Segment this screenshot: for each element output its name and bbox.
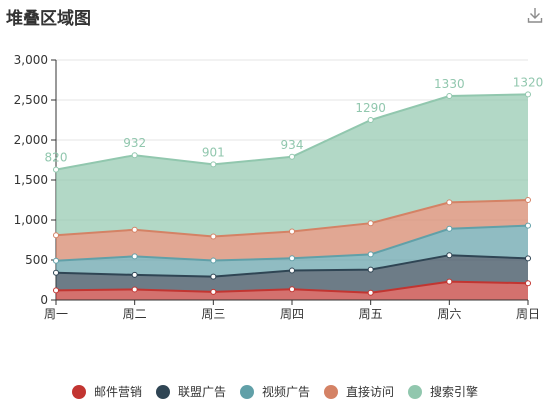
area-4	[56, 94, 528, 237]
data-point	[210, 288, 217, 295]
data-point	[131, 271, 138, 278]
legend-marker	[408, 384, 423, 399]
data-point	[210, 233, 217, 240]
data-point	[289, 255, 295, 262]
data-label: 820	[45, 151, 68, 165]
data-label: 1290	[355, 101, 386, 115]
legend-item[interactable]: 直接访问	[324, 383, 394, 400]
data-point	[367, 220, 374, 227]
legend-label: 联盟广告	[177, 385, 226, 399]
data-point	[446, 252, 453, 259]
y-tick-label: 0	[40, 293, 48, 307]
data-point	[210, 161, 217, 168]
download-icon[interactable]	[526, 6, 544, 24]
data-point	[525, 91, 531, 98]
x-tick-label: 周二	[123, 307, 147, 321]
data-point	[53, 166, 59, 173]
data-point	[446, 199, 453, 206]
x-tick-label: 周三	[201, 307, 225, 321]
data-point	[367, 251, 374, 258]
legend-item[interactable]: 视频广告	[239, 383, 310, 400]
data-point	[525, 197, 531, 203]
data-label: 1330	[434, 77, 465, 91]
data-point	[525, 222, 531, 229]
area-3	[56, 200, 528, 261]
data-point	[131, 253, 138, 260]
y-tick-label: 1,000	[14, 213, 48, 227]
data-point	[446, 278, 453, 285]
data-point	[53, 257, 59, 264]
chart-title: 堆叠区域图	[6, 9, 91, 29]
data-point	[131, 152, 138, 159]
legend-label: 直接访问	[346, 385, 395, 399]
legend-marker	[324, 384, 338, 399]
legend: 邮件营销 联盟广告 视频广告 直接访问 搜索引擎	[0, 383, 550, 400]
legend-marker	[155, 384, 170, 399]
y-tick-label: 1,500	[14, 173, 48, 187]
y-tick-label: 2,500	[14, 93, 48, 107]
data-point	[446, 93, 453, 99]
legend-item[interactable]: 邮件营销	[71, 383, 142, 400]
legend-marker	[239, 384, 254, 399]
area-2	[56, 225, 528, 277]
data-point	[289, 153, 295, 160]
data-point	[289, 228, 295, 235]
x-tick-label: 周六	[437, 307, 461, 321]
data-point	[525, 255, 531, 262]
data-point	[289, 286, 295, 293]
stacked-area-chart: 0 500 1,000 1,500 2,000 2,500 3,000 820 932 901 93…	[14, 53, 544, 321]
data-point	[210, 273, 217, 280]
x-tick-label: 周日	[516, 307, 540, 321]
data-point	[131, 286, 138, 293]
data-point	[210, 257, 217, 264]
data-point	[53, 269, 59, 276]
data-label: 901	[202, 145, 225, 159]
legend-label: 邮件营销	[93, 385, 142, 399]
area-1	[56, 255, 528, 293]
data-point	[53, 287, 59, 294]
legend-item[interactable]: 搜索引擎	[408, 383, 478, 400]
legend-item[interactable]: 联盟广告	[155, 383, 226, 400]
data-point	[289, 267, 295, 274]
y-tick-label: 2,000	[14, 133, 48, 147]
data-point	[367, 117, 374, 123]
legend-label: 搜索引擎	[430, 385, 479, 399]
data-point	[446, 225, 453, 232]
legend-marker	[71, 384, 86, 399]
x-tick-label: 周四	[280, 307, 304, 321]
data-point	[367, 289, 374, 296]
data-point	[53, 232, 59, 239]
data-point	[525, 280, 531, 287]
legend-label: 视频广告	[261, 385, 310, 399]
x-tick-label: 周五	[359, 307, 383, 321]
y-tick-label: 500	[25, 253, 48, 267]
y-tick-label: 3,000	[14, 53, 48, 67]
data-label: 1320	[513, 75, 544, 89]
data-point	[367, 266, 374, 273]
data-point	[131, 226, 138, 233]
data-label: 934	[281, 138, 304, 152]
data-label: 932	[123, 136, 146, 150]
x-tick-label: 周一	[44, 307, 68, 321]
